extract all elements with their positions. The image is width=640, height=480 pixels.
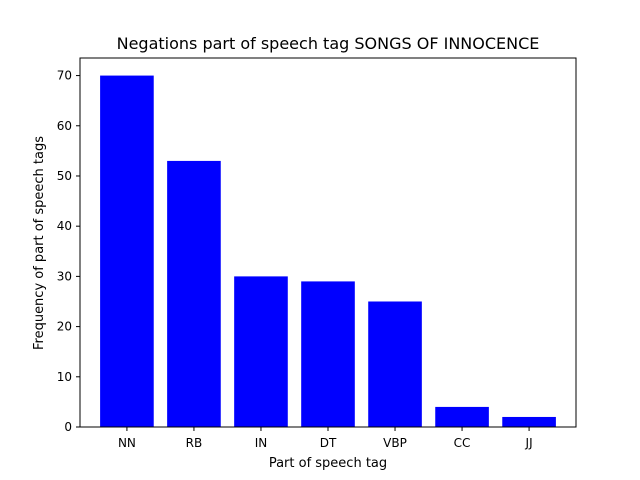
x-tick-label: DT [320, 436, 337, 450]
bar-rb [167, 160, 221, 427]
bar-jj [502, 416, 556, 427]
plot-frame [79, 57, 577, 428]
x-tick-label: NN [118, 436, 136, 450]
bar-nn [100, 75, 154, 428]
y-tick-label: 10 [57, 370, 72, 384]
bar-vbp [368, 301, 422, 427]
bar-dt [301, 281, 355, 427]
bar-cc [435, 406, 489, 427]
y-tick-label: 60 [57, 119, 72, 133]
x-axis-label: Part of speech tag [269, 456, 387, 471]
x-tick-label: JJ [525, 436, 533, 450]
y-tick-label: 20 [57, 320, 72, 334]
x-tick-label: VBP [383, 436, 407, 450]
y-tick-label: 70 [57, 69, 72, 83]
chart-title: Negations part of speech tag SONGS OF IN… [117, 34, 540, 53]
plot-area: NN RB IN DT VBP CC JJ 0 10 20 30 40 50 60 70 [57, 57, 577, 450]
y-tick-label: 0 [64, 420, 72, 434]
x-tick-label: CC [454, 436, 471, 450]
bar-in [234, 276, 288, 427]
y-tick-label: 40 [57, 219, 72, 233]
x-tick-label: IN [255, 436, 268, 450]
y-axis-label: Frequency of part of speech tags [32, 136, 47, 350]
y-tick-label: 30 [57, 269, 72, 283]
x-tick-label: RB [186, 436, 203, 450]
y-tick-label: 50 [57, 169, 72, 183]
